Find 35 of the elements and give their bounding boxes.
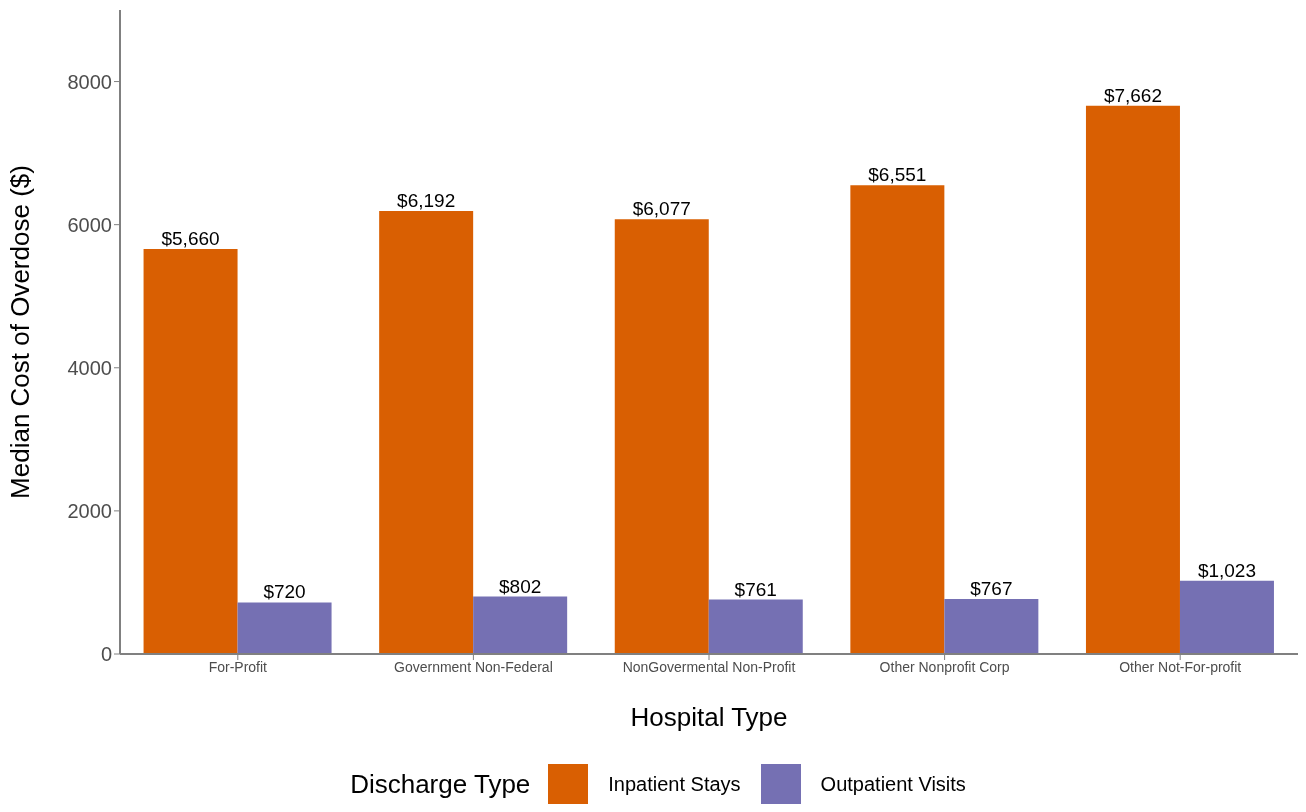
data-label: $720 <box>263 581 306 603</box>
x-tick-label: Government Non-Federal <box>394 658 553 675</box>
x-tick-label: For-Profit <box>208 658 268 675</box>
y-tick-label: 4000 <box>67 356 112 379</box>
bar <box>850 185 945 654</box>
data-label: $5,660 <box>161 228 220 249</box>
x-axis-title: Hospital Type <box>630 702 788 732</box>
y-tick-label: 6000 <box>67 213 112 236</box>
x-tick-label: Other Not-For-profit <box>1119 658 1242 675</box>
legend-title: Discharge Type <box>350 768 531 800</box>
data-label: $6,077 <box>632 198 691 220</box>
data-label: $6,192 <box>397 189 456 211</box>
data-label: $767 <box>970 578 1013 600</box>
y-axis-title: Median Cost of Overdose ($) <box>5 165 36 499</box>
bar <box>237 602 332 654</box>
x-tick-label: NonGovermental Non-Profit <box>622 658 796 675</box>
y-tick-label: 2000 <box>67 499 112 522</box>
bar <box>143 249 238 654</box>
bar <box>1179 580 1274 654</box>
legend-label: Outpatient Visits <box>820 772 966 796</box>
bar <box>614 219 709 654</box>
data-label: $802 <box>499 575 542 597</box>
x-tick-label: Other Nonprofit Corp <box>879 658 1010 675</box>
bar <box>708 599 803 654</box>
legend-label: Inpatient Stays <box>608 772 741 796</box>
bar <box>1085 105 1180 654</box>
bar <box>379 210 474 654</box>
y-tick-label: 8000 <box>67 70 112 93</box>
y-tick-label: 0 <box>100 643 112 666</box>
data-label: $1,023 <box>1197 559 1257 581</box>
data-label: $6,551 <box>868 164 927 186</box>
data-label: $7,662 <box>1103 84 1163 106</box>
bar <box>473 596 568 654</box>
data-label: $761 <box>734 578 777 600</box>
bar <box>944 599 1039 654</box>
